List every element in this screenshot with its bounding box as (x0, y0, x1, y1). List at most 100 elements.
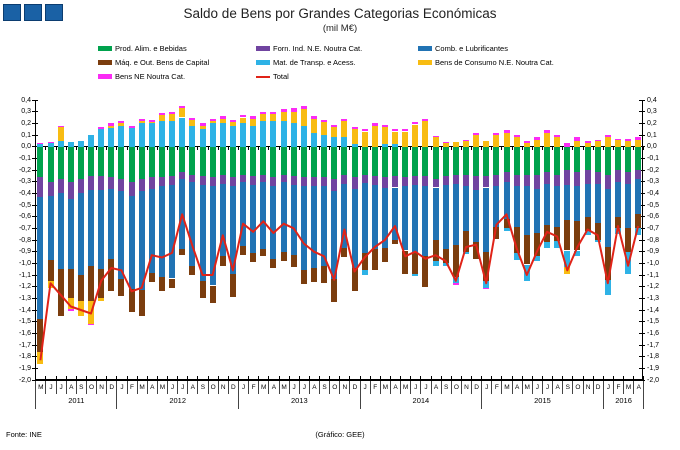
zero-tick (116, 147, 118, 151)
zero-tick (511, 147, 513, 151)
bar-segment (615, 181, 621, 217)
y-tick (32, 99, 38, 101)
legend-item: Total (256, 72, 418, 81)
bar-segment (311, 186, 317, 268)
bar-segment (260, 181, 267, 250)
zero-tick (75, 147, 77, 151)
y-tick-label: -1,4 (18, 306, 31, 314)
bar-segment (280, 109, 287, 112)
zero-tick (65, 147, 67, 151)
month-label: D (592, 381, 603, 394)
zero-tick (602, 147, 604, 151)
y-tick-label: -0,9 (18, 248, 31, 256)
bar-segment (57, 126, 64, 141)
bar-segment (98, 298, 105, 301)
bar-segment (37, 146, 44, 177)
bar-segment (260, 146, 267, 175)
bar-segment (554, 135, 561, 138)
zero-tick (552, 147, 554, 151)
bar-segment (128, 125, 135, 128)
bar-segment (422, 256, 429, 287)
bar-segment (483, 140, 490, 147)
y-tick (639, 251, 645, 253)
bar-segment (199, 129, 206, 147)
bar-segment (625, 140, 632, 147)
month-label: J (116, 381, 126, 394)
bar-segment (67, 269, 74, 299)
y-tick (32, 227, 38, 229)
month-label: J (238, 381, 248, 394)
legend-label: Mat. de Transp. e Acess. (273, 58, 356, 67)
bar-segment (483, 251, 490, 281)
zero-tick (440, 147, 442, 151)
zero-line (35, 146, 643, 148)
bar-segment (554, 137, 561, 147)
bar-segment (392, 146, 398, 176)
bar-segment (371, 146, 378, 176)
bar-segment (290, 185, 297, 256)
bar-segment (493, 132, 500, 135)
bar-segment (381, 248, 388, 263)
month-label: S (562, 381, 572, 394)
total-line (39, 213, 640, 361)
bar-segment (159, 112, 165, 116)
bar-segment (108, 128, 115, 147)
bar-segment (159, 121, 165, 147)
bar-segment (452, 142, 459, 147)
month-label: O (86, 381, 96, 394)
legend-swatch-icon (256, 46, 270, 51)
y-tick-label: -1,0 (647, 259, 660, 267)
y-tick (639, 356, 645, 358)
bar-segment (615, 139, 621, 147)
bar-segment (88, 189, 94, 266)
month-label: M (521, 381, 532, 394)
bar-segment (189, 174, 196, 182)
bottom-tick (521, 376, 523, 380)
bar-segment (331, 146, 338, 180)
bar-segment (199, 125, 206, 130)
bar-segment (564, 143, 571, 147)
bar-segment (432, 136, 439, 138)
bar-segment (381, 187, 388, 249)
month-label: J (55, 381, 66, 394)
month-label: O (207, 381, 218, 394)
y-tick (32, 262, 38, 264)
y-tick-label: -1,7 (18, 341, 31, 349)
bar-segment (189, 117, 196, 120)
zero-tick (85, 147, 87, 151)
bar-segment (412, 122, 419, 125)
month-label: J (167, 381, 177, 394)
month-label: N (96, 381, 106, 394)
bar-segment (533, 137, 540, 140)
zero-tick (288, 147, 290, 151)
bar-segment (138, 191, 145, 291)
bar-segment (290, 111, 297, 124)
bar-segment (260, 111, 267, 114)
legend-item: Comb. e Lubrificantes (418, 44, 554, 53)
bar-segment (503, 146, 510, 173)
bar-segment (463, 251, 469, 254)
bar-segment (533, 174, 540, 189)
bar-segment (98, 189, 105, 270)
bar-segment (635, 228, 642, 236)
bar-segment (159, 277, 165, 292)
bar-segment (219, 146, 226, 175)
bar-segment (503, 219, 510, 229)
bar-segment (179, 117, 186, 147)
y-tick (32, 367, 38, 369)
month-label: D (471, 381, 481, 394)
bottom-tick (258, 376, 260, 380)
bar-segment (523, 235, 530, 265)
zero-tick (187, 147, 189, 151)
legend-label: Máq. e Out. Bens de Capital (115, 58, 210, 67)
month-label: M (379, 381, 390, 394)
bottom-tick (85, 376, 87, 380)
month-label: S (197, 381, 207, 394)
bar-segment (574, 137, 581, 141)
y-tick-label: -1,3 (18, 294, 31, 302)
bar-segment (57, 179, 64, 194)
legend-item: Prod. Alim. e Bebidas (98, 44, 256, 53)
bar-segment (67, 298, 74, 309)
bottom-tick (440, 376, 442, 380)
legend-item: Forn. Ind. N.E. Noutra Cat. (256, 44, 418, 53)
